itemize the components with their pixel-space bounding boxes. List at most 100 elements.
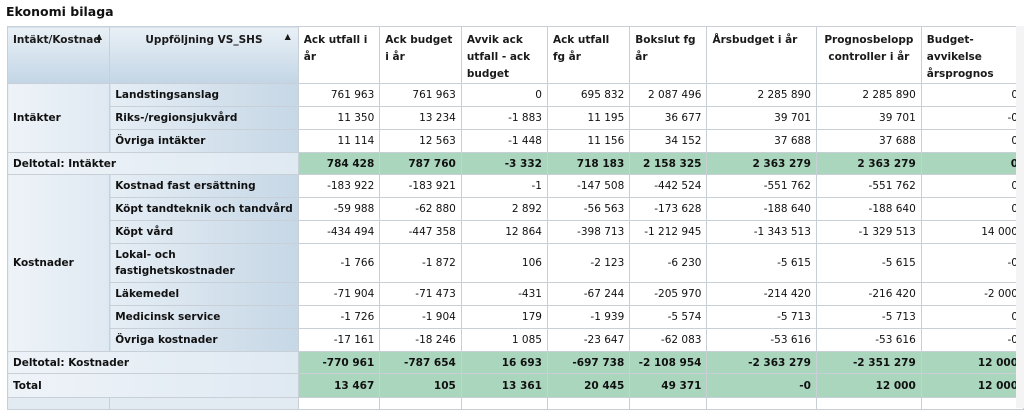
subtotal-value-cell[interactable]: -697 738 <box>546 351 631 374</box>
sort-ascending-icon[interactable]: ▲ <box>96 32 103 41</box>
value-cell[interactable]: -18 246 <box>379 328 462 352</box>
value-cell[interactable]: -1 <box>460 174 548 198</box>
value-cell[interactable]: 37 688 <box>706 129 817 153</box>
column-header-ack-utfall[interactable]: Ack utfall i år <box>297 26 381 84</box>
value-cell[interactable]: 179 <box>460 305 548 329</box>
row-label-cell[interactable]: Köpt tandteknik och tandvård <box>109 197 299 221</box>
value-cell[interactable]: -71 473 <box>379 282 462 306</box>
value-cell[interactable]: -188 640 <box>706 197 817 221</box>
value-cell[interactable]: 0 <box>920 305 1024 329</box>
value-cell[interactable]: -67 244 <box>546 282 631 306</box>
value-cell[interactable]: -1 329 513 <box>815 220 922 244</box>
column-header-ack-budget[interactable]: Ack budget i år <box>379 26 462 84</box>
column-header-ack-utfall-fg[interactable]: Ack utfall fg år <box>546 26 631 84</box>
value-cell[interactable]: -5 713 <box>706 305 817 329</box>
row-label-cell[interactable]: Köpt vård <box>109 220 299 244</box>
sort-ascending-icon[interactable]: ▲ <box>284 32 291 41</box>
value-cell[interactable]: -56 563 <box>546 197 631 221</box>
total-value-cell[interactable]: 20 445 <box>546 373 631 398</box>
value-cell[interactable]: -62 083 <box>629 328 708 352</box>
subtotal-label-cell[interactable]: Deltotal: Kostnader <box>7 351 299 374</box>
value-cell[interactable]: -183 922 <box>297 174 381 198</box>
value-cell[interactable]: 2 892 <box>460 197 548 221</box>
value-cell[interactable]: -23 647 <box>546 328 631 352</box>
total-label-cell[interactable]: Total <box>7 373 299 398</box>
total-value-cell[interactable]: 12 000 <box>920 373 1024 398</box>
value-cell[interactable]: -1 939 <box>546 305 631 329</box>
value-cell[interactable]: -551 762 <box>706 174 817 198</box>
group-label-cell[interactable]: Intäkter <box>6 83 111 153</box>
value-cell[interactable]: -59 988 <box>297 197 381 221</box>
group-label-cell[interactable]: Kostnader <box>6 174 111 352</box>
value-cell[interactable]: 106 <box>460 243 548 283</box>
value-cell[interactable]: -0 <box>920 243 1024 283</box>
value-cell[interactable]: -214 420 <box>706 282 817 306</box>
value-cell[interactable]: -551 762 <box>815 174 922 198</box>
value-cell[interactable]: 0 <box>920 83 1024 107</box>
value-cell[interactable]: -0 <box>920 106 1024 130</box>
value-cell[interactable]: 2 285 890 <box>815 83 922 107</box>
row-label-cell[interactable]: Riks-/regionsjukvård <box>109 106 299 130</box>
value-cell[interactable]: -53 616 <box>706 328 817 352</box>
subtotal-value-cell[interactable]: 787 760 <box>379 152 462 175</box>
value-cell[interactable]: 0 <box>920 197 1024 221</box>
column-header-prognosbelopp[interactable]: Prognosbelopp controller i år <box>815 26 922 84</box>
value-cell[interactable]: -442 524 <box>629 174 708 198</box>
value-cell[interactable]: -6 230 <box>629 243 708 283</box>
subtotal-value-cell[interactable]: 784 428 <box>297 152 381 175</box>
value-cell[interactable]: -71 904 <box>297 282 381 306</box>
value-cell[interactable]: -205 970 <box>629 282 708 306</box>
column-header-avvik-ack[interactable]: Avvik ack utfall - ack budget <box>460 26 548 84</box>
subtotal-value-cell[interactable]: -770 961 <box>297 351 381 374</box>
value-cell[interactable]: 0 <box>460 83 548 107</box>
value-cell[interactable]: 39 701 <box>815 106 922 130</box>
value-cell[interactable]: -1 343 513 <box>706 220 817 244</box>
column-header-arsbudget[interactable]: Årsbudget i år <box>706 26 817 84</box>
value-cell[interactable]: -5 713 <box>815 305 922 329</box>
value-cell[interactable]: 761 963 <box>379 83 462 107</box>
value-cell[interactable]: 761 963 <box>297 83 381 107</box>
value-cell[interactable]: -431 <box>460 282 548 306</box>
total-value-cell[interactable]: 13 467 <box>297 373 381 398</box>
value-cell[interactable]: -447 358 <box>379 220 462 244</box>
column-header-uppfoljning[interactable]: Uppföljning VS_SHS ▲ <box>109 26 299 84</box>
value-cell[interactable]: 34 152 <box>629 129 708 153</box>
value-cell[interactable]: -2 000 <box>920 282 1024 306</box>
value-cell[interactable]: 0 <box>920 129 1024 153</box>
value-cell[interactable]: -173 628 <box>629 197 708 221</box>
value-cell[interactable]: 12 864 <box>460 220 548 244</box>
value-cell[interactable]: -434 494 <box>297 220 381 244</box>
value-cell[interactable]: 14 000 <box>920 220 1024 244</box>
row-label-cell[interactable]: Övriga kostnader <box>109 328 299 352</box>
column-header-intakt-kostnad[interactable]: Intäkt/Kostnad ▲ <box>6 26 111 84</box>
subtotal-value-cell[interactable]: -2 108 954 <box>629 351 708 374</box>
row-label-cell[interactable]: Kostnad fast ersättning <box>109 174 299 198</box>
total-value-cell[interactable]: 105 <box>379 373 462 398</box>
subtotal-label-cell[interactable]: Deltotal: Intäkter <box>7 152 299 175</box>
subtotal-value-cell[interactable]: -2 363 279 <box>706 351 817 374</box>
value-cell[interactable]: -188 640 <box>815 197 922 221</box>
value-cell[interactable]: 0 <box>920 174 1024 198</box>
value-cell[interactable]: 2 087 496 <box>629 83 708 107</box>
subtotal-value-cell[interactable]: 12 000 <box>920 351 1024 374</box>
subtotal-value-cell[interactable]: -3 332 <box>460 152 548 175</box>
value-cell[interactable]: 695 832 <box>546 83 631 107</box>
value-cell[interactable]: 39 701 <box>706 106 817 130</box>
column-header-bokslut-fg[interactable]: Bokslut fg år <box>629 26 708 84</box>
total-value-cell[interactable]: 13 361 <box>460 373 548 398</box>
value-cell[interactable]: -5 615 <box>706 243 817 283</box>
value-cell[interactable]: 11 350 <box>297 106 381 130</box>
value-cell[interactable]: 13 234 <box>379 106 462 130</box>
subtotal-value-cell[interactable]: -2 351 279 <box>815 351 922 374</box>
subtotal-value-cell[interactable]: 2 363 279 <box>706 152 817 175</box>
value-cell[interactable]: -2 123 <box>546 243 631 283</box>
subtotal-value-cell[interactable]: 718 183 <box>546 152 631 175</box>
value-cell[interactable]: -5 574 <box>629 305 708 329</box>
value-cell[interactable]: -62 880 <box>379 197 462 221</box>
column-header-budgetavvikelse[interactable]: Budget-avvikelse årsprognos <box>920 26 1024 84</box>
value-cell[interactable]: -1 212 945 <box>629 220 708 244</box>
value-cell[interactable]: 37 688 <box>815 129 922 153</box>
row-label-cell[interactable]: Övriga intäkter <box>109 129 299 153</box>
value-cell[interactable]: -1 766 <box>297 243 381 283</box>
vertical-scrollbar[interactable] <box>1016 26 1024 408</box>
